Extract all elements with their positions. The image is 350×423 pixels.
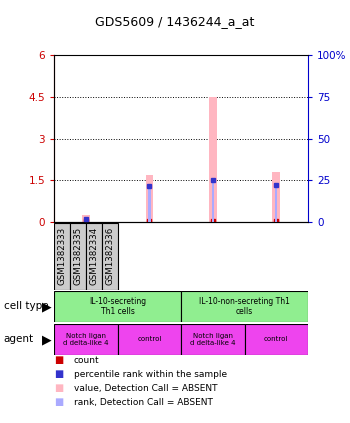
Bar bbox=[245, 324, 308, 355]
Bar bbox=[102, 223, 118, 290]
Bar bbox=[118, 324, 181, 355]
Bar bbox=[85, 219, 87, 222]
Bar bbox=[86, 223, 102, 290]
Bar bbox=[209, 97, 217, 222]
Text: ■: ■ bbox=[54, 397, 63, 407]
Text: agent: agent bbox=[4, 335, 34, 344]
Text: ■: ■ bbox=[54, 355, 63, 365]
Bar bbox=[181, 324, 245, 355]
Text: ■: ■ bbox=[54, 369, 63, 379]
Bar bbox=[54, 291, 181, 322]
Text: percentile rank within the sample: percentile rank within the sample bbox=[74, 370, 227, 379]
Bar bbox=[273, 172, 280, 222]
Text: GSM1382334: GSM1382334 bbox=[89, 227, 98, 286]
Bar bbox=[275, 185, 278, 222]
Text: control: control bbox=[264, 336, 288, 343]
Text: value, Detection Call = ABSENT: value, Detection Call = ABSENT bbox=[74, 384, 217, 393]
Text: Notch ligan
d delta-like 4: Notch ligan d delta-like 4 bbox=[190, 333, 236, 346]
Bar bbox=[54, 324, 118, 355]
Text: GDS5609 / 1436244_a_at: GDS5609 / 1436244_a_at bbox=[95, 15, 255, 28]
Text: cell type: cell type bbox=[4, 302, 48, 311]
Text: count: count bbox=[74, 356, 99, 365]
Text: IL-10-non-secreting Th1
cells: IL-10-non-secreting Th1 cells bbox=[199, 297, 290, 316]
Text: ▶: ▶ bbox=[42, 300, 52, 313]
Bar bbox=[70, 223, 86, 290]
Bar bbox=[146, 175, 153, 222]
Bar bbox=[181, 291, 308, 322]
Bar bbox=[54, 223, 70, 290]
Text: control: control bbox=[137, 336, 162, 343]
Text: GSM1382333: GSM1382333 bbox=[58, 227, 67, 286]
Bar bbox=[82, 215, 90, 222]
Text: ▶: ▶ bbox=[42, 333, 52, 346]
Text: IL-10-secreting
Th1 cells: IL-10-secreting Th1 cells bbox=[89, 297, 146, 316]
Text: ■: ■ bbox=[54, 383, 63, 393]
Bar bbox=[212, 180, 214, 222]
Text: GSM1382336: GSM1382336 bbox=[105, 227, 114, 286]
Text: GSM1382335: GSM1382335 bbox=[74, 227, 83, 286]
Bar bbox=[148, 187, 150, 222]
Text: Notch ligan
d delta-like 4: Notch ligan d delta-like 4 bbox=[63, 333, 109, 346]
Text: rank, Detection Call = ABSENT: rank, Detection Call = ABSENT bbox=[74, 398, 212, 407]
